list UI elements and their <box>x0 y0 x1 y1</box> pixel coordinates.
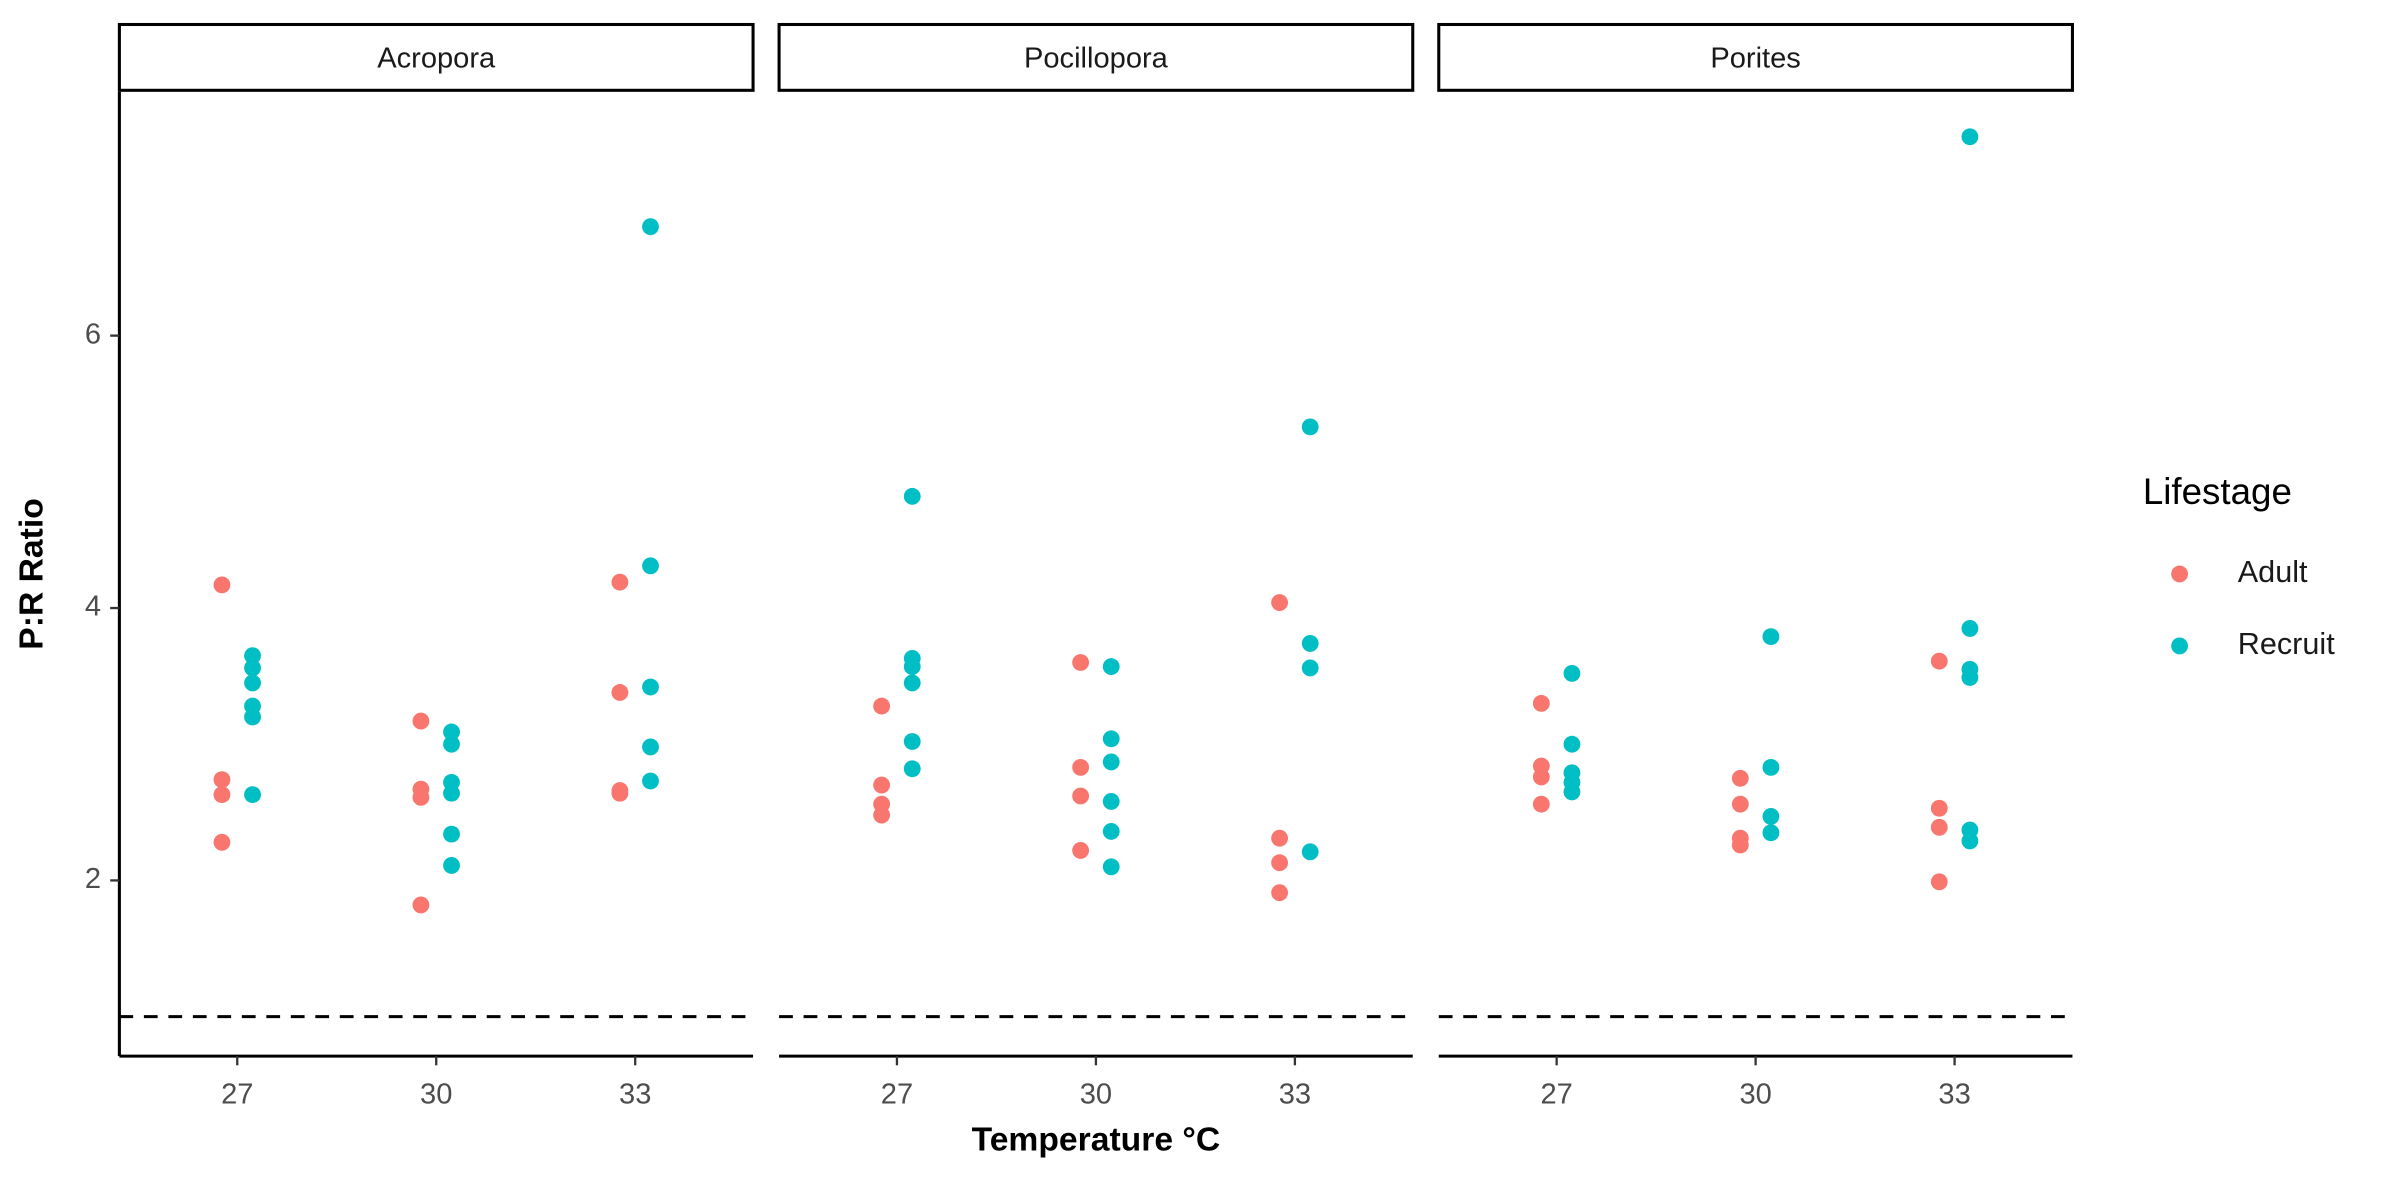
x-tick-label: 33 <box>619 1079 651 1111</box>
point <box>642 218 659 236</box>
legend-marker <box>2171 565 2189 583</box>
point <box>1102 793 1120 810</box>
y-tick-label: 2 <box>85 863 101 895</box>
point <box>642 738 659 756</box>
point <box>1762 758 1780 776</box>
point <box>873 806 891 824</box>
strip <box>777 22 1415 92</box>
point <box>1961 669 1979 686</box>
x-tick-label: 27 <box>221 1079 253 1111</box>
point <box>443 825 460 843</box>
point <box>1271 884 1289 902</box>
point <box>903 760 921 778</box>
legend-title: Lifestage <box>2143 471 2292 512</box>
point <box>1762 628 1780 646</box>
point <box>611 573 629 591</box>
point <box>903 487 921 505</box>
strip <box>117 22 755 92</box>
point <box>1301 843 1319 861</box>
point <box>213 576 231 594</box>
point <box>873 776 891 794</box>
point <box>1731 769 1749 787</box>
y-tick-label: 6 <box>85 318 101 350</box>
point <box>903 674 921 692</box>
point <box>1102 658 1120 676</box>
x-tick-label: 30 <box>420 1079 452 1111</box>
point <box>244 786 261 804</box>
point <box>1102 822 1120 840</box>
point <box>1072 842 1090 859</box>
point <box>1961 128 1979 146</box>
point <box>1961 832 1979 850</box>
point <box>1961 620 1979 637</box>
point <box>1532 795 1550 813</box>
point <box>642 772 659 790</box>
x-tick-label: 33 <box>1279 1079 1311 1111</box>
point <box>642 678 659 696</box>
point <box>903 733 921 750</box>
point <box>1072 758 1090 776</box>
point <box>1072 654 1090 671</box>
point <box>1563 735 1581 753</box>
point <box>1102 858 1120 876</box>
point <box>244 647 261 665</box>
point <box>611 684 629 701</box>
point <box>412 788 430 806</box>
strip-label: Porites <box>1710 42 1801 74</box>
point <box>244 674 261 692</box>
strip-label: Acropora <box>377 42 496 74</box>
point <box>1731 795 1749 813</box>
point <box>1072 787 1090 805</box>
point <box>1301 659 1319 677</box>
point <box>443 735 460 753</box>
point <box>1102 753 1120 771</box>
point <box>903 658 921 676</box>
point <box>1563 783 1581 801</box>
x-tick-label: 27 <box>1540 1079 1572 1111</box>
point <box>1301 635 1319 652</box>
point <box>1930 818 1948 836</box>
point <box>873 697 891 715</box>
point <box>244 708 261 726</box>
x-tick-label: 27 <box>881 1079 913 1111</box>
point <box>213 833 231 851</box>
point <box>1301 418 1319 436</box>
y-tick-label: 4 <box>85 591 101 623</box>
point <box>1102 730 1120 748</box>
point <box>611 784 629 802</box>
x-tick-label: 33 <box>1938 1079 1970 1111</box>
point <box>443 784 460 802</box>
point <box>213 771 231 789</box>
strip <box>1437 22 2074 92</box>
point <box>244 659 261 677</box>
point <box>412 712 430 730</box>
legend-label: Recruit <box>2238 627 2335 661</box>
y-axis-title: P:R Ratio <box>14 498 51 649</box>
point <box>1271 829 1289 847</box>
point <box>1762 807 1780 825</box>
point <box>443 857 460 874</box>
x-axis-title: Temperature °C <box>972 1122 1221 1159</box>
point <box>1930 873 1948 891</box>
point <box>1731 836 1749 854</box>
point <box>1271 594 1289 611</box>
point <box>1271 854 1289 872</box>
point <box>213 786 231 804</box>
point <box>1930 652 1948 670</box>
strip-label: Pocillopora <box>1024 42 1169 74</box>
legend-marker <box>2171 637 2189 655</box>
legend-label: Adult <box>2238 555 2308 589</box>
point <box>443 723 460 741</box>
x-tick-label: 30 <box>1080 1079 1112 1111</box>
x-tick-label: 30 <box>1739 1079 1771 1111</box>
point <box>1532 768 1550 786</box>
point <box>1532 694 1550 712</box>
point <box>1762 824 1780 842</box>
point <box>642 557 659 575</box>
point <box>1930 799 1948 817</box>
point <box>412 896 430 914</box>
point <box>1563 664 1581 682</box>
